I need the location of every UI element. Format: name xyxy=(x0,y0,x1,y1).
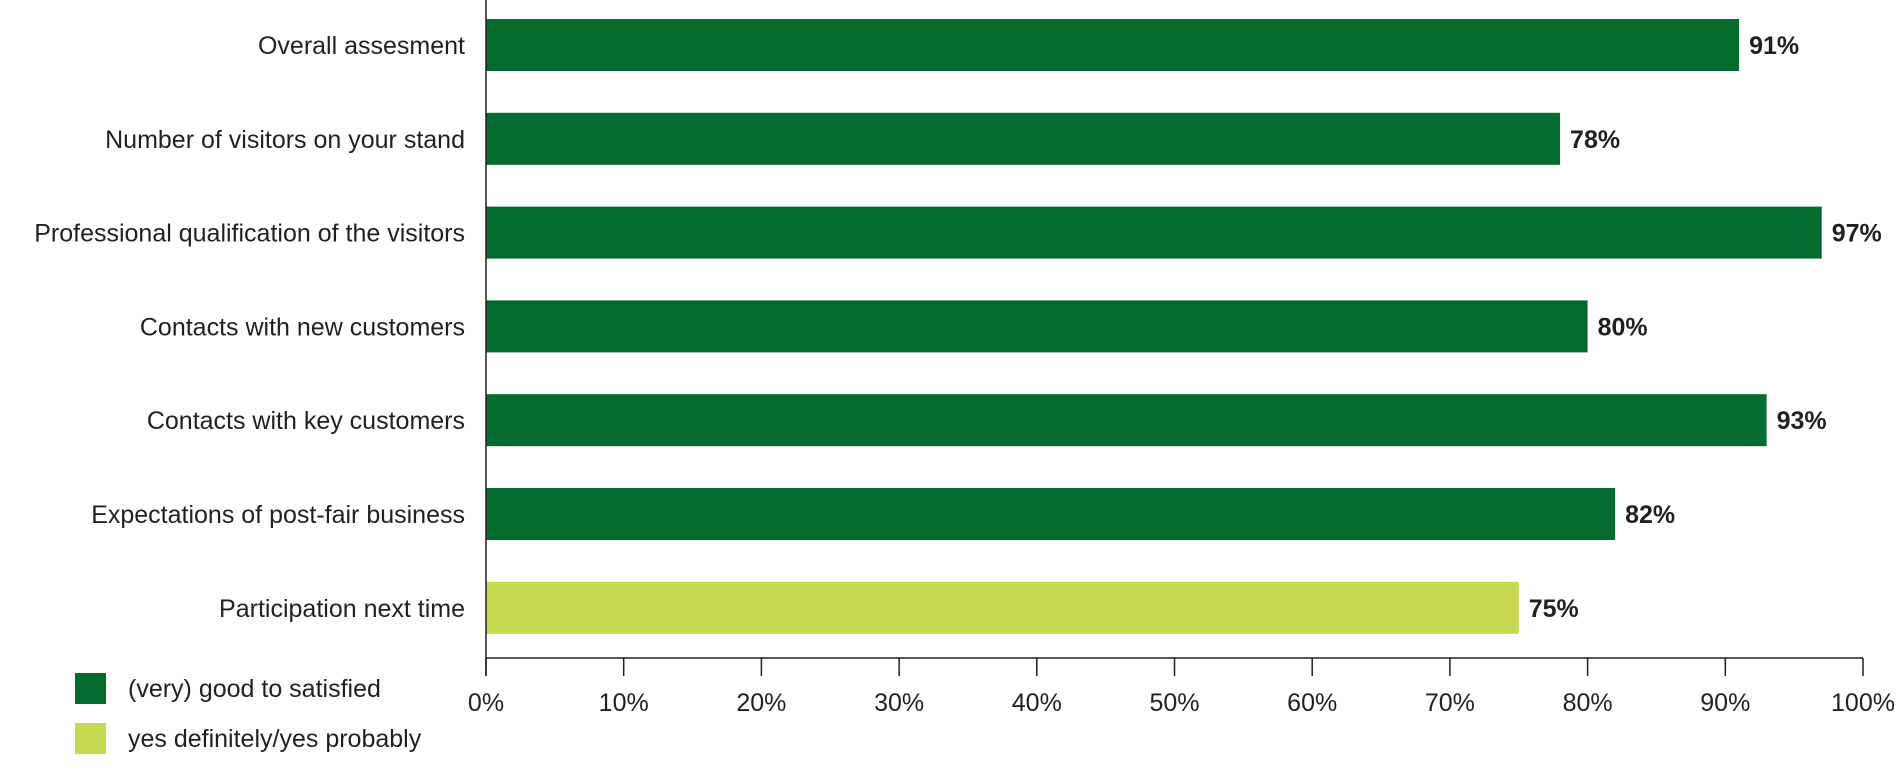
bar xyxy=(486,300,1588,353)
value-labels-group: 91% 78% 97% 80% 93% 82% 75% xyxy=(1529,32,1882,623)
bar xyxy=(486,206,1822,259)
category-label: Participation next time xyxy=(219,595,465,623)
x-tick-label: 20% xyxy=(736,689,786,717)
legend-label: (very) good to satisfied xyxy=(128,675,381,703)
bar-value-label: 80% xyxy=(1598,313,1648,341)
bar-value-label: 82% xyxy=(1625,501,1675,529)
x-tick-label: 90% xyxy=(1700,689,1750,717)
x-tick-label: 30% xyxy=(874,689,924,717)
x-tick-label: 10% xyxy=(599,689,649,717)
x-tick-label: 100% xyxy=(1831,689,1895,717)
legend: (very) good to satisfied yes definitely/y… xyxy=(75,673,422,754)
x-tick-label: 0% xyxy=(468,689,504,717)
category-label: Professional qualification of the visito… xyxy=(34,220,465,248)
bar-value-label: 93% xyxy=(1777,407,1827,435)
bar-value-label: 97% xyxy=(1832,220,1882,248)
category-label: Contacts with key customers xyxy=(147,407,465,435)
x-tick-label: 50% xyxy=(1149,689,1199,717)
category-label: Contacts with new customers xyxy=(140,313,465,341)
bar xyxy=(486,112,1561,165)
category-labels-group: Overall assesment Number of visitors on y… xyxy=(34,32,465,623)
x-tick-label: 40% xyxy=(1012,689,1062,717)
x-ticks-group: 0% 10% 20% 30% 40% 50% 60% 70% 80% 90% 100% xyxy=(468,658,1895,717)
legend-label: yes definitely/yes probably xyxy=(128,725,422,753)
category-label: Number of visitors on your stand xyxy=(105,126,465,154)
bars-group xyxy=(486,19,1822,634)
bar-value-label: 78% xyxy=(1570,126,1620,154)
bar xyxy=(486,581,1519,634)
bar xyxy=(486,488,1616,540)
legend-swatch xyxy=(75,673,106,704)
bar-value-label: 75% xyxy=(1529,595,1579,623)
x-tick-label: 70% xyxy=(1425,689,1475,717)
category-label: Expectations of post-fair business xyxy=(91,501,465,529)
category-label: Overall assesment xyxy=(258,32,465,60)
bar-value-label: 91% xyxy=(1749,32,1799,60)
bar xyxy=(486,19,1740,71)
legend-swatch xyxy=(75,723,106,754)
bar xyxy=(486,394,1767,447)
x-tick-label: 80% xyxy=(1563,689,1613,717)
x-tick-label: 60% xyxy=(1287,689,1337,717)
